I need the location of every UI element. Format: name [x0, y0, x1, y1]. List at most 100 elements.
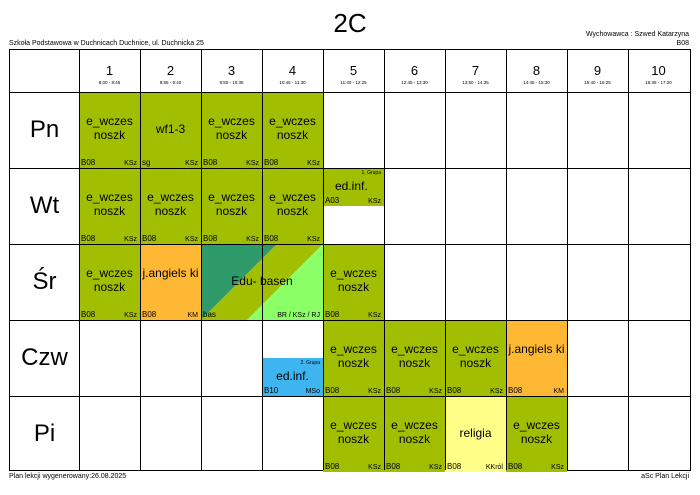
- period-header: 8 14:45 - 15:30: [506, 50, 567, 92]
- lesson-subject: e_wczes noszk: [452, 342, 499, 370]
- lesson-teacher: MSo: [305, 388, 320, 395]
- day-label-friday: Pi: [33, 420, 56, 447]
- lesson-subject: e_wczes noszk: [269, 190, 316, 218]
- lesson-card[interactable]: e_wczes noszk B08 KSz: [323, 320, 384, 396]
- lesson-card[interactable]: j.angiels ki B08 KM: [506, 320, 567, 396]
- period-number: 5: [349, 63, 358, 78]
- lesson-card[interactable]: 2. Grupa ed.inf. B10 MSo: [262, 358, 323, 396]
- lesson-card[interactable]: e_wczes noszk B08 KSz: [201, 168, 262, 244]
- lesson-card[interactable]: 1. Grupa ed.inf. A03 KSz: [323, 168, 384, 206]
- lesson-teacher: KSz: [124, 160, 137, 167]
- lesson-room: B08: [386, 386, 401, 395]
- lesson-subject: j.angiels ki: [508, 342, 565, 356]
- lesson-room: B08: [203, 158, 218, 167]
- period-time: 16:35 - 17:20: [645, 80, 672, 85]
- grid-line: [506, 50, 507, 470]
- period-header: 10 16:35 - 17:20: [628, 50, 689, 92]
- period-time: 10:45 - 11:30: [279, 80, 306, 85]
- lesson-subject: ed.inf.: [335, 179, 368, 193]
- lesson-room: B08: [264, 234, 279, 243]
- lesson-teacher: KSz: [551, 464, 564, 471]
- lesson-card[interactable]: e_wczes noszk B08 KSz: [262, 92, 323, 168]
- class-teacher: Wychowawca : Szwed Katarzyna: [585, 31, 689, 38]
- period-header: 2 8:55 - 9:40: [140, 50, 201, 92]
- group-label: 1. Grupa: [361, 170, 381, 176]
- generated-date: Plan lekcji wygenerowany:26.08.2025: [9, 473, 127, 480]
- lesson-teacher: KM: [553, 388, 565, 395]
- period-header: 4 10:45 - 11:30: [262, 50, 323, 92]
- grid-line: [567, 50, 568, 470]
- lesson-card[interactable]: e_wczes noszk B08 KSz: [384, 320, 445, 396]
- grid-line: [445, 50, 446, 470]
- lesson-card[interactable]: e_wczes noszk B08 KSz: [79, 168, 140, 244]
- lesson-room: bas: [203, 310, 216, 319]
- lesson-room: B08: [386, 462, 401, 471]
- lesson-subject: Edu- basen: [231, 274, 293, 288]
- lesson-teacher: KSz: [124, 312, 137, 319]
- lesson-teacher: KSz: [368, 464, 381, 471]
- lesson-subject: e_wczes noszk: [208, 190, 255, 218]
- grid-line: [262, 50, 263, 470]
- period-number: 4: [288, 63, 297, 78]
- lesson-room: B08: [325, 462, 340, 471]
- home-room: B08: [676, 40, 689, 47]
- class-title: 2C: [333, 8, 367, 38]
- period-number: 3: [227, 63, 236, 78]
- school-name: Szkoła Podstawowa w Duchnicach Duchnice,…: [9, 40, 204, 47]
- timetable-grid: e_wczes noszk B08 KSz wf1-3 sg KSz e_wcz…: [9, 49, 691, 472]
- lesson-card[interactable]: e_wczes noszk B08 KSz: [384, 396, 445, 472]
- period-header: 9 15:40 - 16:25: [567, 50, 628, 92]
- lesson-subject: e_wczes noszk: [330, 418, 377, 446]
- period-header: 3 9:50 - 10:35: [201, 50, 262, 92]
- period-header: 7 13:50 - 14:35: [445, 50, 506, 92]
- lesson-subject: e_wczes noszk: [86, 266, 133, 294]
- lesson-room: B08: [142, 234, 157, 243]
- lesson-card[interactable]: e_wczes noszk B08 KSz: [262, 168, 323, 244]
- lesson-room: B08: [142, 310, 157, 319]
- lesson-card[interactable]: wf1-3 sg KSz: [140, 92, 201, 168]
- lesson-subject: e_wczes noszk: [269, 114, 316, 142]
- lesson-card[interactable]: e_wczes noszk B08 KSz: [506, 396, 567, 472]
- lesson-card[interactable]: e_wczes noszk B08 KSz: [445, 320, 506, 396]
- lesson-room: B08: [508, 462, 523, 471]
- lesson-teacher: KSz: [429, 388, 442, 395]
- lesson-teacher: KSz: [246, 236, 259, 243]
- lesson-card[interactable]: religia B08 KKról: [445, 396, 506, 472]
- period-time: 8:55 - 9:40: [159, 80, 182, 85]
- day-label-wednesday: Śr: [32, 268, 57, 295]
- lesson-card[interactable]: e_wczes noszk B08 KSz: [323, 244, 384, 320]
- lesson-room: B08: [81, 310, 96, 319]
- lesson-teacher: KSz: [246, 160, 259, 167]
- lesson-subject: e_wczes noszk: [391, 418, 438, 446]
- lesson-teacher: KSz: [429, 464, 442, 471]
- lesson-teacher: KSz: [307, 160, 320, 167]
- lesson-subject: e_wczes noszk: [513, 418, 560, 446]
- grid-line: [10, 396, 690, 397]
- grid-line: [323, 50, 324, 470]
- lesson-card[interactable]: e_wczes noszk B08 KSz: [140, 168, 201, 244]
- lesson-subject: religia: [459, 426, 492, 440]
- lesson-subject: ed.inf.: [276, 369, 309, 383]
- grid-line: [201, 50, 202, 470]
- lesson-subject: e_wczes noszk: [147, 190, 194, 218]
- lesson-card[interactable]: e_wczes noszk B08 KSz: [201, 92, 262, 168]
- lesson-subject: wf1-3: [155, 122, 186, 136]
- grid-line: [10, 168, 690, 169]
- period-time: 9:50 - 10:35: [219, 80, 244, 85]
- lesson-room: B08: [447, 386, 462, 395]
- lesson-room: B08: [81, 158, 96, 167]
- lesson-room: B08: [325, 310, 340, 319]
- lesson-card[interactable]: e_wczes noszk B08 KSz: [79, 92, 140, 168]
- lesson-card[interactable]: j.angiels ki B08 KM: [140, 244, 201, 320]
- grid-line: [628, 50, 629, 470]
- grid-line: [140, 50, 141, 470]
- period-number: 7: [471, 63, 480, 78]
- lesson-teacher: KSz: [368, 312, 381, 319]
- lesson-subject: e_wczes noszk: [330, 266, 377, 294]
- grid-line: [79, 50, 80, 470]
- period-time: 14:45 - 15:30: [523, 80, 550, 85]
- lesson-card[interactable]: e_wczes noszk B08 KSz: [323, 396, 384, 472]
- grid-line: [10, 244, 690, 245]
- lesson-card[interactable]: e_wczes noszk B08 KSz: [79, 244, 140, 320]
- lesson-subject: e_wczes noszk: [391, 342, 438, 370]
